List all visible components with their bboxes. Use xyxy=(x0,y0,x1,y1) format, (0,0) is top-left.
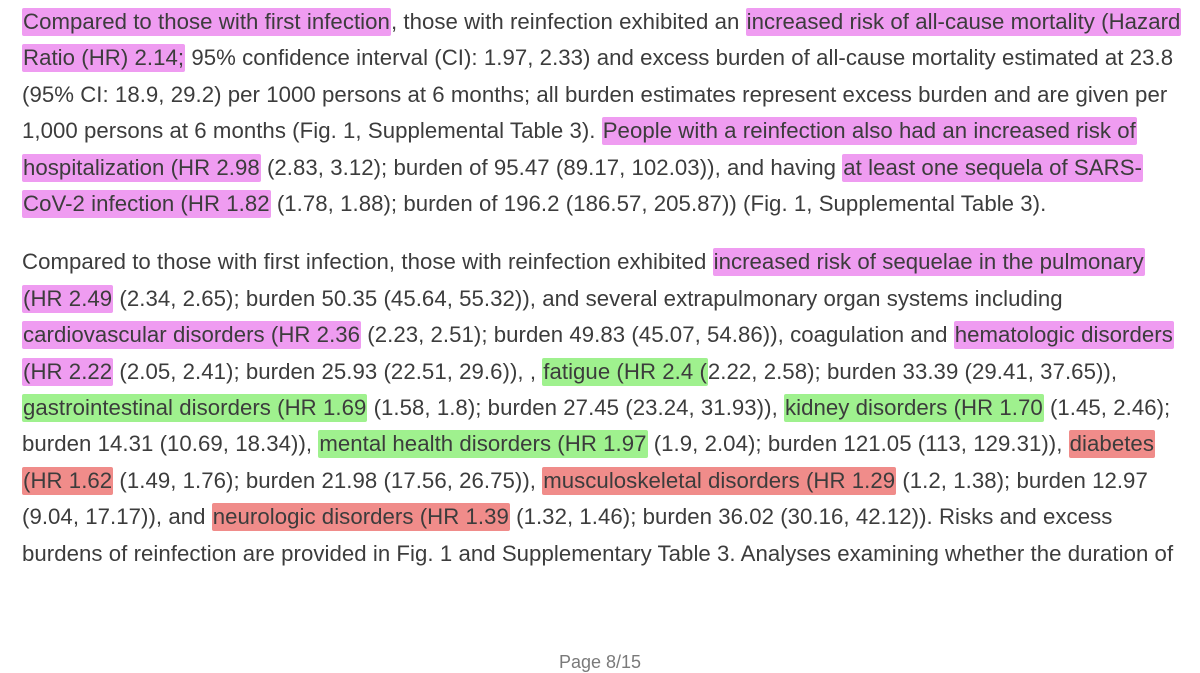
text-segment: (2.83, 3.12); burden of 95.47 (89.17, 10… xyxy=(260,154,843,180)
text-segment: (2.23, 2.51); burden 49.83 (45.07, 54.86… xyxy=(361,322,954,348)
text-segment: (1.9, 2.04); burden 121.05 (113, 129.31)… xyxy=(647,431,1069,457)
paragraph-1: Compared to those with first infection, … xyxy=(22,4,1182,222)
text-segment: (1.78, 1.88); burden of 196.2 (186.57, 2… xyxy=(270,191,1047,217)
text-segment: (2.34, 2.65); burden 50.35 (45.64, 55.32… xyxy=(113,285,1063,311)
text-segment: Compared to those with first infection xyxy=(22,8,391,36)
paragraph-2: Compared to those with first infection, … xyxy=(22,244,1182,572)
text-segment: Compared to those with first infection, … xyxy=(22,249,713,275)
page-number-footer: Page 8/15 xyxy=(558,652,642,672)
text-segment: 2.22, 2.58); burden 33.39 (29.41, 37.65)… xyxy=(707,358,1118,384)
text-segment: , those with reinfection exhibited an xyxy=(390,9,746,34)
text-segment: cardiovascular disorders (HR 2.36 xyxy=(22,321,362,350)
text-segment: 95% confidence interval (CI): 1.97, 2.33… xyxy=(22,45,1174,144)
text-segment: neurologic disorders (HR 1.39 xyxy=(211,503,510,532)
text-segment: (1.2, 1.38); burden 12.97 (9.04, 17.17))… xyxy=(22,467,1148,530)
text-segment: musculoskeletal disorders (HR 1.29 xyxy=(542,466,897,495)
text-segment: fatigue (HR 2.4 ( xyxy=(542,357,708,386)
text-segment: (1.32, 1.46); burden 36.02 (30.16, 42.12… xyxy=(22,504,1174,566)
text-segment: (1.49, 1.76); burden 21.98 (17.56, 26.75… xyxy=(113,467,543,493)
text-segment: (1.58, 1.8); burden 27.45 (23.24, 31.93)… xyxy=(367,395,784,421)
text-segment: mental health disorders (HR 1.97 xyxy=(318,430,648,459)
document-page: Compared to those with first infection, … xyxy=(22,4,1182,572)
text-segment: kidney disorders (HR 1.70 xyxy=(784,394,1044,423)
text-segment: gastrointestinal disorders (HR 1.69 xyxy=(22,394,368,423)
text-segment: (1.45, 2.46); burden 14.31 (10.69, 18.34… xyxy=(22,395,1171,457)
text-segment: (2.05, 2.41); burden 25.93 (22.51, 29.6)… xyxy=(113,358,543,384)
